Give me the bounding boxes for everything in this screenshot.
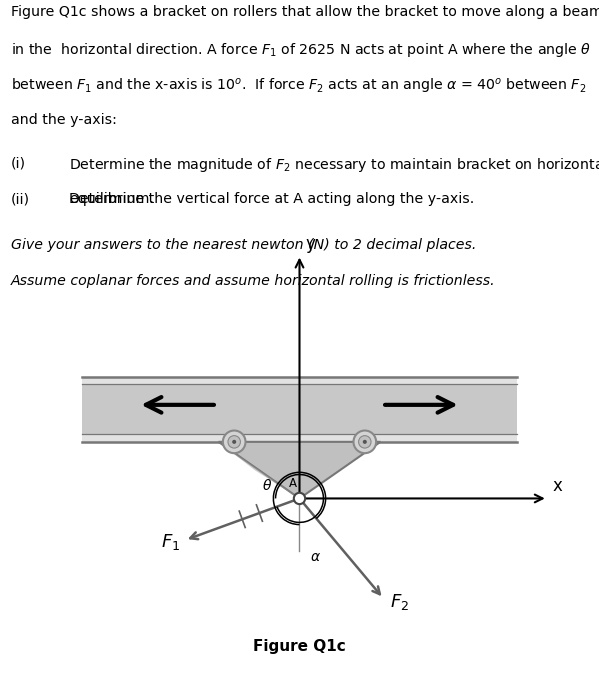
Text: equilibrium.: equilibrium. <box>69 192 154 206</box>
Text: y: y <box>305 234 316 252</box>
Text: $F_2$: $F_2$ <box>389 592 409 612</box>
Text: $\theta$: $\theta$ <box>262 478 273 493</box>
Text: Figure Q1c shows a bracket on rollers that allow the bracket to move along a bea: Figure Q1c shows a bracket on rollers th… <box>11 5 599 19</box>
Bar <box>82 377 517 442</box>
Polygon shape <box>219 442 380 498</box>
Circle shape <box>353 431 376 453</box>
Circle shape <box>223 431 246 453</box>
Text: and the y-axis:: and the y-axis: <box>11 113 117 127</box>
Polygon shape <box>219 442 300 498</box>
Circle shape <box>232 440 236 444</box>
Circle shape <box>228 435 240 448</box>
Text: A: A <box>289 477 298 490</box>
Text: Give your answers to the nearest newton (N) to 2 decimal places.: Give your answers to the nearest newton … <box>11 238 476 252</box>
Text: $F_1$: $F_1$ <box>161 532 180 552</box>
Bar <box>82 434 517 442</box>
Circle shape <box>363 440 367 444</box>
Text: (i): (i) <box>11 156 26 170</box>
Text: $\alpha$: $\alpha$ <box>310 550 321 564</box>
Text: (ii): (ii) <box>11 192 30 206</box>
Text: Determine the magnitude of $\it{F_2}$ necessary to maintain bracket on horizonta: Determine the magnitude of $\it{F_2}$ ne… <box>69 156 599 174</box>
Circle shape <box>359 435 371 448</box>
Text: Determine the vertical force at A acting along the y-axis.: Determine the vertical force at A acting… <box>69 192 474 206</box>
Bar <box>82 377 517 384</box>
Circle shape <box>294 493 305 504</box>
Text: x: x <box>552 477 562 495</box>
Text: Assume coplanar forces and assume horizontal rolling is frictionless.: Assume coplanar forces and assume horizo… <box>11 273 495 288</box>
Text: in the  horizontal direction. A force $\it{F_1}$ of 2625 N acts at point A where: in the horizontal direction. A force $\i… <box>11 40 591 59</box>
Text: Figure Q1c: Figure Q1c <box>253 639 346 654</box>
Text: between $\it{F_1}$ and the x-axis is 10$^o$.  If force $\it{F_2}$ acts at an ang: between $\it{F_1}$ and the x-axis is 10$… <box>11 77 586 96</box>
